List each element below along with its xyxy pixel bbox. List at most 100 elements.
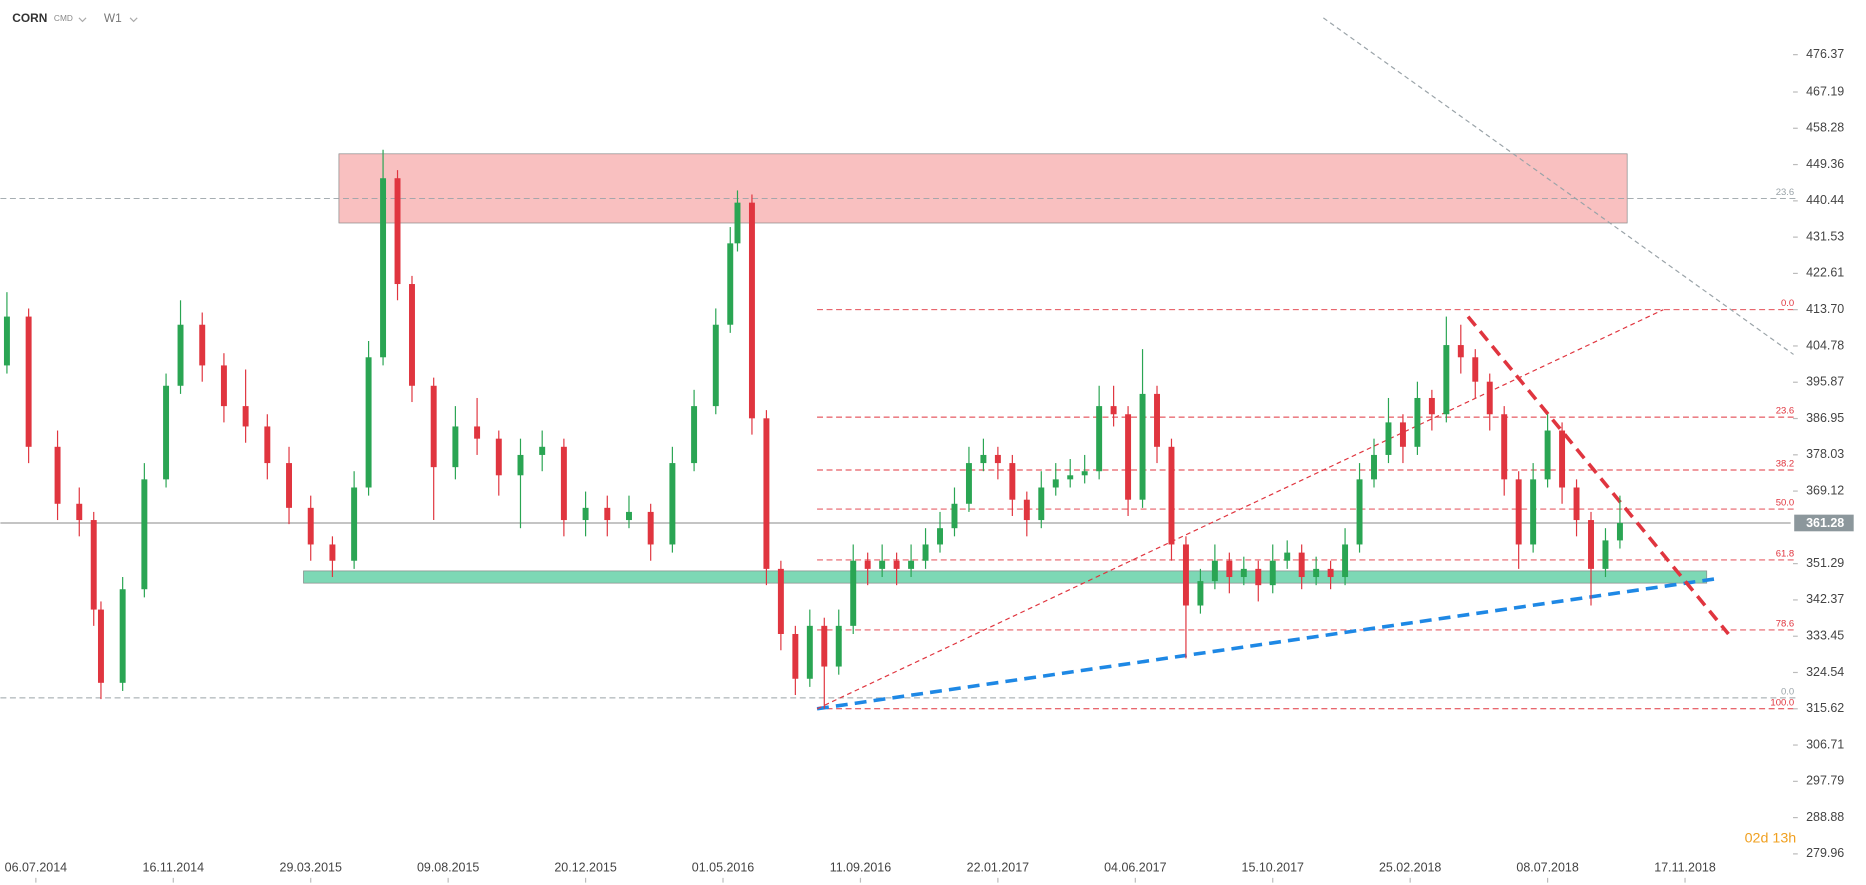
candle-body (1327, 568, 1334, 578)
x-tick-label: 09.08.2015 (417, 861, 479, 875)
candle-body (1544, 430, 1551, 480)
candle-body (1154, 393, 1160, 447)
candle-body (329, 544, 336, 561)
zone (303, 570, 1708, 584)
candle-body (1182, 544, 1189, 606)
candle-body (727, 243, 734, 325)
candle-body (286, 463, 292, 508)
candle-body (1457, 345, 1464, 358)
candle-body (951, 503, 958, 529)
y-tick-label: 333.45 (1806, 629, 1844, 643)
candle-body (850, 560, 857, 626)
candle-body (1052, 479, 1059, 488)
candle-body (1298, 552, 1305, 578)
candle-body (1515, 479, 1522, 545)
y-tick-label: 404.78 (1806, 338, 1844, 352)
price-tag (1794, 514, 1854, 532)
trend-line (1466, 315, 1730, 636)
candle-body (712, 324, 719, 407)
candle-body (763, 418, 770, 569)
fib-label: 38.2 (1776, 459, 1794, 470)
candle-body (90, 520, 97, 610)
dropdown-caret[interactable] (129, 17, 138, 23)
candle-body (1371, 454, 1377, 480)
candle-body (1486, 381, 1493, 415)
candle-body (908, 560, 915, 569)
candle-body (965, 463, 972, 504)
y-tick-label: 422.61 (1806, 266, 1844, 280)
market[interactable]: CMD (54, 13, 73, 23)
candle-body (937, 528, 943, 545)
y-tick-label: 369.12 (1806, 483, 1844, 497)
x-tick-label: 04.06.2017 (1104, 861, 1166, 875)
fib-label: 23.6 (1776, 187, 1794, 198)
candle-body (1125, 414, 1132, 500)
candle-body (980, 454, 987, 464)
candle-body (1399, 422, 1406, 447)
candle-body (1110, 406, 1117, 415)
candle-body (1226, 560, 1233, 578)
candle-body (380, 178, 387, 358)
candle-body (1067, 475, 1074, 480)
candle-body (1211, 560, 1218, 582)
candle-body (582, 507, 589, 521)
candle-body (1385, 422, 1392, 455)
y-tick-label: 297.79 (1806, 774, 1844, 788)
y-tick-label: 324.54 (1806, 665, 1844, 679)
price-tag-label: 361.28 (1806, 516, 1844, 530)
y-tick-label: 315.62 (1806, 701, 1844, 715)
fib-label: 100.0 (1770, 697, 1794, 708)
candle-body (792, 633, 799, 679)
candle-body (560, 446, 567, 521)
candle-body (1588, 520, 1594, 569)
candle-body (54, 446, 61, 504)
interval[interactable]: W1 (104, 11, 122, 25)
x-tick-label: 15.10.2017 (1242, 861, 1304, 875)
candle-body (893, 560, 900, 569)
candle-body (1197, 581, 1204, 606)
candle-body (734, 202, 741, 244)
y-tick-label: 279.96 (1806, 846, 1844, 860)
candle-body (1559, 430, 1566, 488)
y-tick-label: 342.37 (1806, 592, 1844, 606)
y-tick-label: 458.28 (1806, 121, 1844, 135)
candle-body (835, 625, 842, 667)
y-tick-label: 378.03 (1806, 447, 1844, 461)
candle-body (495, 438, 502, 476)
candle-body (1443, 345, 1450, 415)
y-tick-label: 413.70 (1806, 302, 1844, 316)
candle-body (97, 609, 104, 683)
x-tick-label: 25.02.2018 (1379, 861, 1441, 875)
candle-body (1269, 560, 1276, 586)
x-tick-label: 22.01.2017 (967, 861, 1029, 875)
y-tick-label: 395.87 (1806, 375, 1844, 389)
candle-body (1240, 568, 1247, 578)
countdown: 02d 13h (1745, 830, 1797, 846)
trend-line (816, 309, 1664, 710)
candle-body (1096, 406, 1103, 472)
fib-label: 0.0 (1781, 298, 1794, 309)
candle-body (777, 568, 784, 634)
candle-body (806, 625, 813, 679)
symbol[interactable]: CORN (12, 11, 47, 25)
candle-body (177, 324, 184, 386)
candle-body (1168, 446, 1175, 545)
x-tick-label: 17.11.2018 (1654, 861, 1716, 875)
y-tick-label: 288.88 (1806, 810, 1844, 824)
y-tick-label: 440.44 (1806, 193, 1844, 207)
fib-label: 78.6 (1776, 618, 1794, 629)
candle-body (1139, 393, 1146, 500)
dropdown-caret[interactable] (78, 17, 87, 23)
fib-label: 61.8 (1776, 548, 1794, 559)
candle-body (1023, 499, 1030, 521)
candle-body (1472, 357, 1479, 382)
candle-body (879, 560, 886, 569)
candle-body (1602, 540, 1609, 569)
x-tick-label: 29.03.2015 (280, 861, 342, 875)
fib-label: 0.0 (1781, 686, 1794, 697)
candle-body (922, 544, 929, 561)
candle-body (647, 511, 654, 545)
candle-body (76, 503, 83, 521)
